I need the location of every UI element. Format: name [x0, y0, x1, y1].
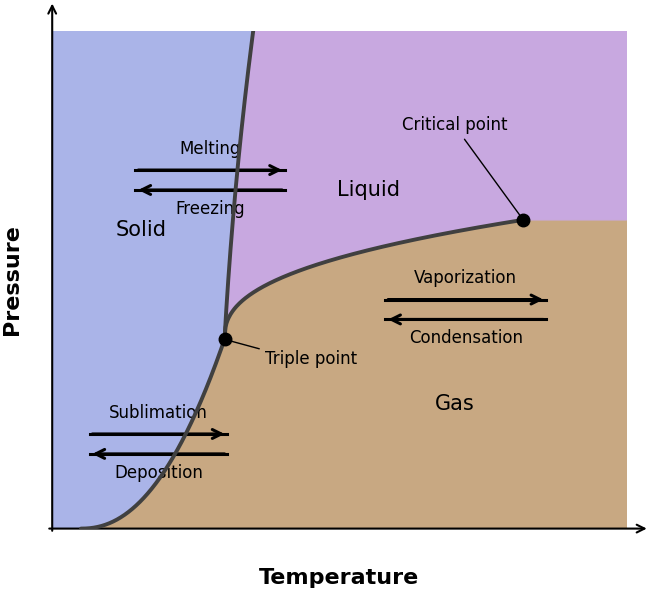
Text: Triple point: Triple point: [227, 340, 357, 368]
Polygon shape: [52, 31, 627, 529]
Polygon shape: [52, 31, 254, 529]
Text: Gas: Gas: [434, 394, 474, 414]
Text: Sublimation: Sublimation: [109, 404, 208, 422]
Text: Deposition: Deposition: [114, 464, 203, 482]
Text: Liquid: Liquid: [337, 180, 400, 200]
Text: Freezing: Freezing: [176, 200, 245, 218]
Polygon shape: [224, 31, 627, 339]
Text: Pressure: Pressure: [2, 224, 22, 335]
Text: Condensation: Condensation: [409, 329, 523, 348]
Text: Temperature: Temperature: [259, 568, 419, 588]
Text: Solid: Solid: [116, 220, 166, 240]
Text: Critical point: Critical point: [402, 116, 521, 218]
Text: Melting: Melting: [179, 140, 241, 157]
Text: Vaporization: Vaporization: [414, 269, 517, 287]
